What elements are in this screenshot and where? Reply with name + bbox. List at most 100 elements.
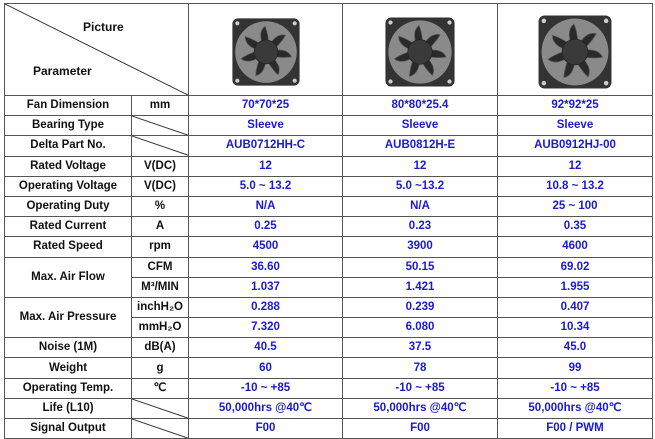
fan-picture-cell xyxy=(188,3,343,96)
unit: g xyxy=(131,357,189,379)
diagonal-divider xyxy=(132,116,188,136)
value-cell: AUB0812H-E xyxy=(342,135,498,157)
diagonal-divider xyxy=(132,419,188,439)
value-cell: 50.15 xyxy=(342,256,498,278)
table-row: Weight g 60 78 99 xyxy=(4,357,653,379)
unit: dB(A) xyxy=(131,337,189,359)
value-cell: F00 xyxy=(188,417,343,439)
value-cell: 1.421 xyxy=(342,276,498,298)
fan-80mm-image xyxy=(385,16,455,87)
value-cell: 78 xyxy=(342,357,498,379)
value-cell: 1.955 xyxy=(497,276,653,298)
value-cell: 12 xyxy=(188,155,343,177)
unit-cell-empty xyxy=(131,135,189,157)
unit: M³/MIN xyxy=(131,276,189,298)
value-cell: 60 xyxy=(188,357,343,379)
value-cell: AUB0912HJ-00 xyxy=(497,135,653,157)
table-row: mmH₂O 7.320 6.080 10.34 xyxy=(5,317,653,339)
unit: CFM xyxy=(131,256,189,278)
fan-picture-cell xyxy=(342,3,498,96)
value-cell: F00 / PWM xyxy=(497,417,653,439)
value-cell: 25 ~ 100 xyxy=(497,195,653,218)
unit-cell-empty xyxy=(131,115,189,137)
unit: mm xyxy=(131,94,189,117)
table-row: Rated Speed rpm 4500 3900 4600 xyxy=(4,236,653,258)
value-cell: 10.34 xyxy=(497,317,653,339)
value-cell: 0.23 xyxy=(342,216,498,238)
unit: V(DC) xyxy=(131,175,189,197)
table-row: Max. Air Flow CFM 36.60 50.15 69.02 xyxy=(4,256,653,298)
value-cell: 4500 xyxy=(188,236,343,258)
unit: inchH₂O xyxy=(131,296,189,319)
diagonal-divider xyxy=(5,4,188,95)
value-cell: 1.037 xyxy=(188,276,343,298)
header-corner-cell: Picture Parameter xyxy=(4,3,189,96)
param-name: Operating Duty xyxy=(4,195,132,218)
value-cell: 12 xyxy=(342,155,498,177)
value-cell: N/A xyxy=(188,195,343,218)
unit: mmH₂O xyxy=(131,317,189,339)
fan-picture-cell xyxy=(497,3,653,96)
unit: V(DC) xyxy=(131,155,189,177)
value-cell: 92*92*25 xyxy=(497,94,653,117)
unit-cell-empty xyxy=(131,417,189,439)
unit: rpm xyxy=(131,236,189,258)
value-cell: Sleeve xyxy=(342,115,498,137)
table-row: Noise (1M) dB(A) 40.5 37.5 45.0 xyxy=(4,337,653,359)
value-cell: 0.288 xyxy=(188,296,343,319)
value-cell: 50,000hrs @40℃ xyxy=(188,397,343,420)
value-cell: 99 xyxy=(497,357,653,379)
unit: A xyxy=(131,216,189,238)
table-row: Operating Voltage V(DC) 5.0 ~ 13.2 5.0 ~13.… xyxy=(4,175,653,197)
value-cell: 4600 xyxy=(497,236,653,258)
param-name: Rated Voltage xyxy=(4,155,132,177)
table-row: Max. Air Pressure inchH₂O 0.288 0.239 0.407 xyxy=(4,296,653,339)
table-row: Operating Temp. ℃ -10 ~ +85 -10 ~ +85 -10 ~ … xyxy=(4,377,653,399)
value-cell: 36.60 xyxy=(188,256,343,278)
parameter-label: Parameter xyxy=(33,64,92,78)
param-name: Delta Part No. xyxy=(4,135,132,157)
param-name: Operating Temp. xyxy=(4,377,132,399)
table-row: Life (L10) 50,000hrs @40℃ 50,000hrs @40℃ 50… xyxy=(4,397,653,420)
value-cell: 37.5 xyxy=(342,337,498,359)
param-name: Max. Air Flow xyxy=(4,256,132,298)
table-row: Fan Dimension mm 70*70*25 80*80*25.4 92*92*2… xyxy=(4,94,653,117)
table-row: M³/MIN 1.037 1.421 1.955 xyxy=(5,276,653,298)
param-name: Max. Air Pressure xyxy=(4,296,132,339)
table-row: Rated Voltage V(DC) 12 12 12 xyxy=(4,155,653,177)
diagonal-divider xyxy=(132,136,188,156)
param-name: Signal Output xyxy=(4,417,132,439)
param-name: Operating Voltage xyxy=(4,175,132,197)
param-name: Rated Current xyxy=(4,216,132,238)
value-cell: 3900 xyxy=(342,236,498,258)
unit: ℃ xyxy=(131,377,189,399)
table-row: Bearing Type Sleeve Sleeve Sleeve xyxy=(4,115,653,137)
value-cell: 69.02 xyxy=(497,256,653,278)
value-cell: 0.407 xyxy=(497,296,653,319)
value-cell: 70*70*25 xyxy=(188,94,343,117)
param-name: Noise (1M) xyxy=(4,337,132,359)
value-cell: 5.0 ~13.2 xyxy=(342,175,498,197)
value-cell: 12 xyxy=(497,155,653,177)
param-name: Life (L10) xyxy=(4,397,132,420)
param-name: Weight xyxy=(4,357,132,379)
value-cell: 7.320 xyxy=(188,317,343,339)
table-row: Operating Duty% N/A N/A 25 ~ 100 xyxy=(4,195,653,218)
value-cell: F00 xyxy=(342,417,498,439)
unit-cell-empty xyxy=(131,397,189,420)
value-cell: AUB0712HH-C xyxy=(188,135,343,157)
value-cell: 0.239 xyxy=(342,296,498,319)
value-cell: 50,000hrs @40℃ xyxy=(342,397,498,420)
unit: % xyxy=(131,195,189,218)
value-cell: 10.8 ~ 13.2 xyxy=(497,175,653,197)
value-cell: 5.0 ~ 13.2 xyxy=(188,175,343,197)
param-name: Bearing Type xyxy=(4,115,132,137)
table-row: Rated Current A 0.25 0.23 0.35 xyxy=(4,216,653,238)
fan-spec-table: Picture Parameter Fan Dimension mm 70*70*2… xyxy=(4,3,653,439)
value-cell: 80*80*25.4 xyxy=(342,94,498,117)
value-cell: 45.0 xyxy=(497,337,653,359)
value-cell: 0.35 xyxy=(497,216,653,238)
value-cell: Sleeve xyxy=(497,115,653,137)
table-row: Delta Part No. AUB0712HH-C AUB0812H-E AUB09… xyxy=(4,135,653,157)
fan-70mm-image xyxy=(231,17,300,86)
